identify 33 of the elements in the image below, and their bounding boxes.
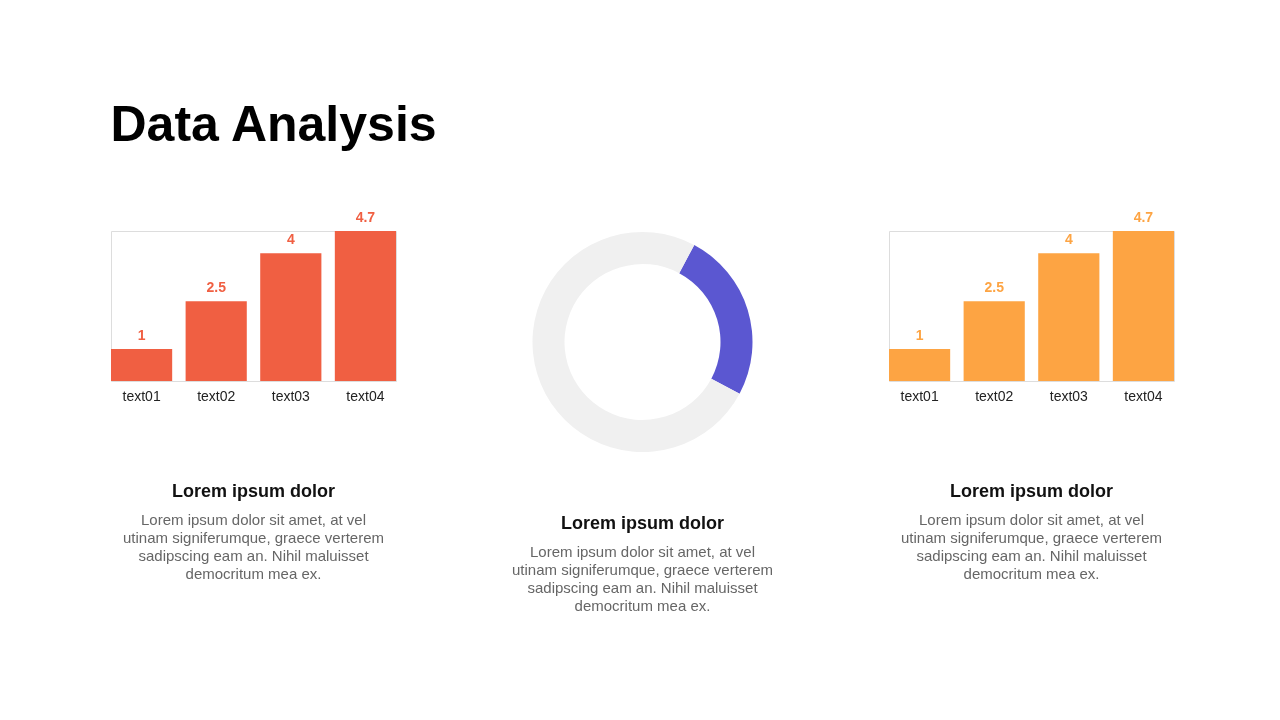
data-label: 4 xyxy=(286,231,295,248)
data-label: 1 xyxy=(915,327,924,344)
data-label: 4 xyxy=(1064,231,1073,248)
bar xyxy=(889,349,951,381)
text: Lorem ipsum dolor xyxy=(171,481,336,501)
data-label: 2.5 xyxy=(984,279,1005,296)
x-tick-label: text03 xyxy=(1049,387,1089,404)
bar xyxy=(111,349,173,381)
x-tick-label: text04 xyxy=(346,387,385,404)
text: Lorem ipsum dolor xyxy=(949,481,1114,501)
data-label: 4.7 xyxy=(1133,209,1154,225)
x-tick-label: text02 xyxy=(197,387,236,404)
bar xyxy=(334,231,396,381)
data-label: 2.5 xyxy=(206,279,227,296)
bar xyxy=(1112,231,1174,381)
text: Lorem ipsum dolor xyxy=(560,513,725,533)
text: Lorem ipsum dolor sit amet, at vel utinam signiferumque, graece verterem sadipscing eam an. Nihil maluisset democritum mea ex. xyxy=(123,511,384,582)
bar xyxy=(963,301,1025,381)
text: Lorem ipsum dolor sit amet, at vel utinam signiferumque, graece verterem sadipscing eam an. Nihil maluisset democritum mea ex. xyxy=(512,543,773,614)
x-tick-label: text01 xyxy=(900,387,939,404)
x-tick-label: text04 xyxy=(1124,387,1163,404)
text: Data Analysis xyxy=(110,95,437,152)
donut-slice xyxy=(532,232,740,452)
bar xyxy=(260,253,322,381)
text: Lorem ipsum dolor sit amet, at vel utinam signiferumque, graece verterem sadipscing eam an. Nihil maluisset democritum mea ex. xyxy=(901,511,1162,582)
data-label: 4.7 xyxy=(355,209,376,225)
bar xyxy=(1038,253,1100,381)
bar xyxy=(185,301,247,381)
x-tick-label: text02 xyxy=(975,387,1014,404)
donut-slice xyxy=(679,244,753,394)
x-tick-label: text01 xyxy=(122,387,161,404)
data-label: 1 xyxy=(137,327,146,344)
x-tick-label: text03 xyxy=(271,387,311,404)
